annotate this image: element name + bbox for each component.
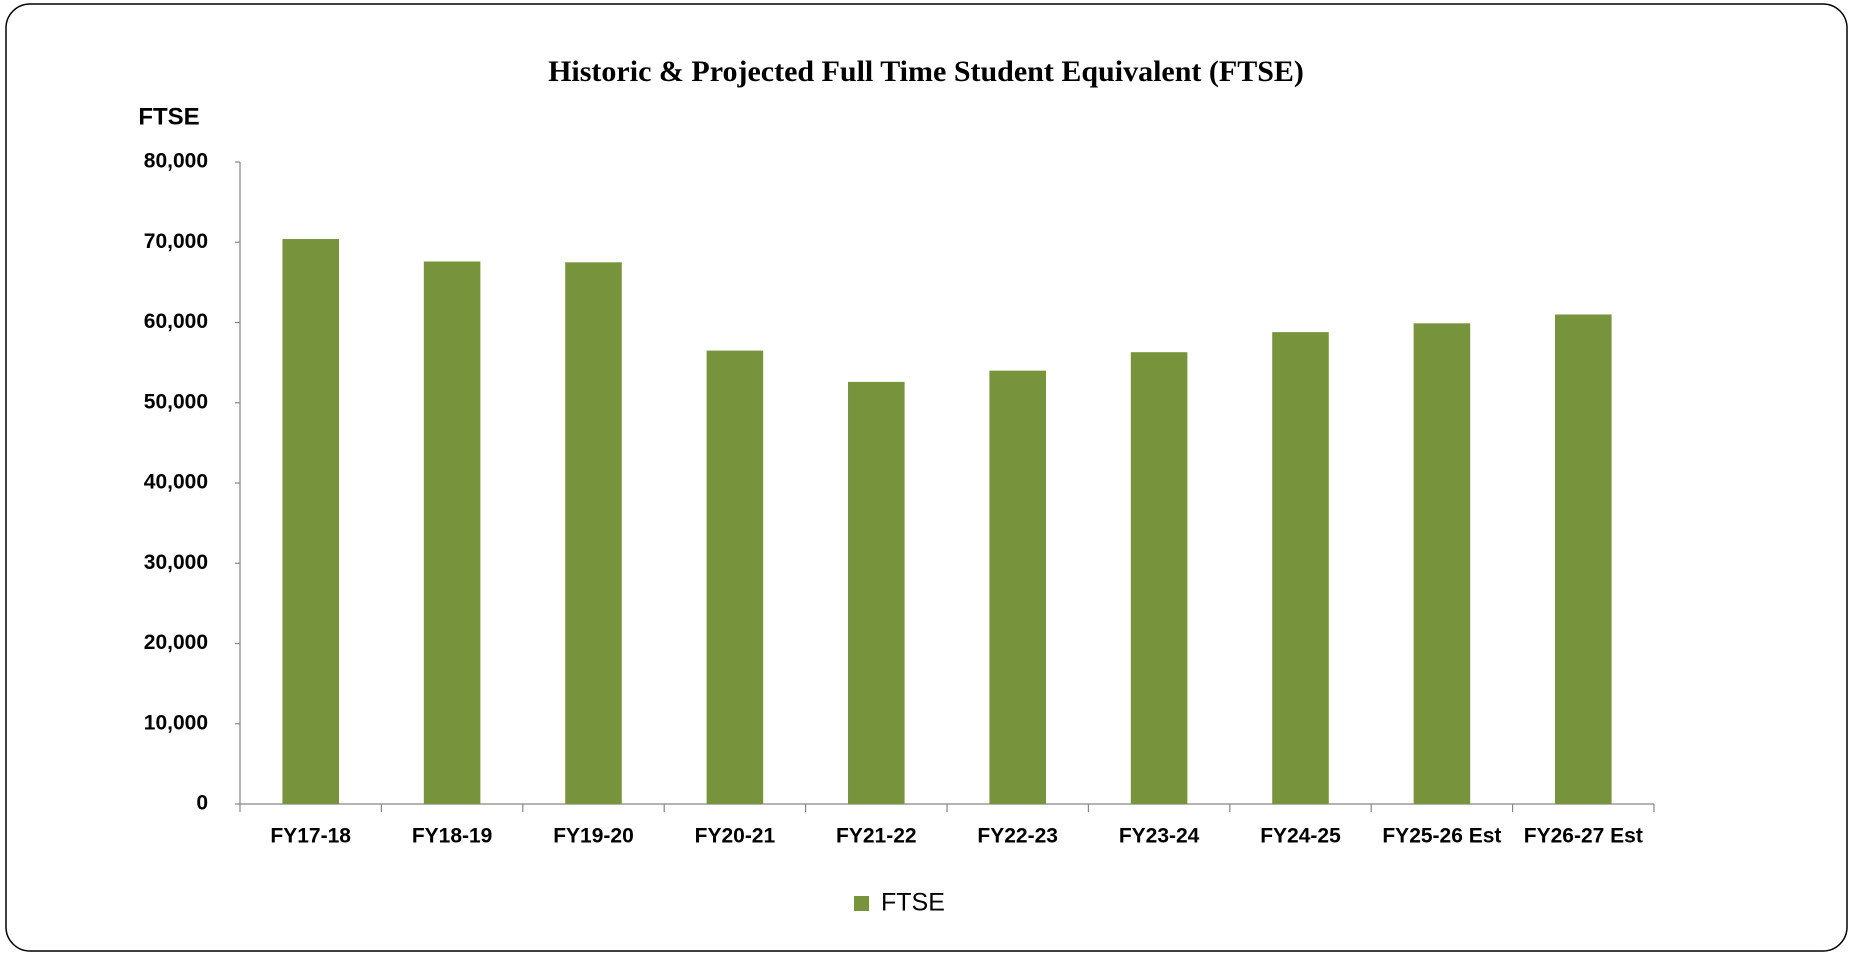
bar: [423, 261, 481, 804]
y-tick-label: 50,000: [144, 390, 208, 413]
bar: [1413, 323, 1471, 804]
x-tick-label: FY24-25: [1260, 825, 1341, 848]
bar: [848, 381, 905, 804]
x-tick-label: FY19-20: [553, 825, 634, 848]
y-axis-label: FTSE: [138, 103, 199, 130]
bar: [989, 370, 1046, 804]
y-tick-label: 0: [196, 792, 208, 815]
x-tick-label: FY22-23: [977, 825, 1058, 848]
x-tick-label: FY21-22: [836, 825, 917, 848]
y-tick-label: 70,000: [144, 230, 208, 253]
x-tick-label: FY20-21: [695, 825, 776, 848]
x-tick-label: FY23-24: [1119, 825, 1200, 848]
y-tick-label: 60,000: [144, 310, 208, 333]
y-tick-label: 10,000: [144, 711, 208, 734]
bar: [282, 239, 339, 805]
bar: [706, 350, 764, 804]
x-tick-label: FY26-27 Est: [1524, 825, 1643, 848]
x-tick-label: FY18-19: [412, 825, 493, 848]
bar: [1272, 332, 1329, 804]
bar: [1555, 314, 1612, 804]
bar: [1130, 352, 1188, 804]
y-tick-label: 80,000: [144, 150, 208, 173]
y-tick-label: 30,000: [144, 551, 208, 574]
y-tick-label: 20,000: [144, 631, 208, 654]
bar: [565, 262, 622, 804]
y-tick-label: 40,000: [144, 471, 208, 494]
chart-title: Historic & Projected Full Time Student E…: [548, 55, 1304, 88]
legend-swatch: [854, 896, 869, 911]
legend-label: FTSE: [881, 889, 945, 917]
x-tick-label: FY17-18: [270, 825, 351, 848]
x-tick-label: FY25-26 Est: [1382, 825, 1501, 848]
